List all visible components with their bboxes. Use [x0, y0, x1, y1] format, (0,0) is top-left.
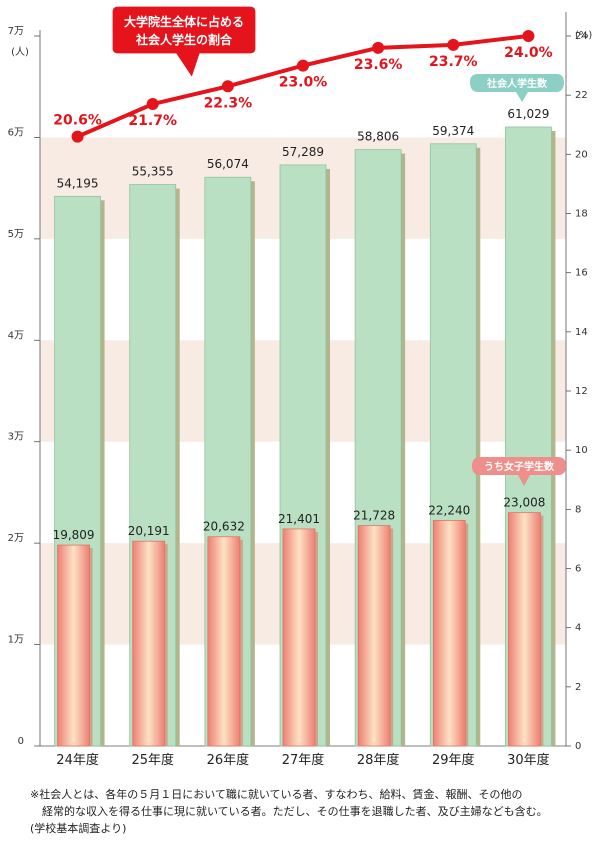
x-tick-label: 29年度	[432, 752, 475, 768]
ratio-callout-box	[111, 5, 257, 80]
total-bar-label: 55,355	[132, 165, 174, 179]
left-tick-label: 6万	[8, 127, 24, 138]
ratio-point	[447, 38, 460, 51]
ratio-label: 23.7%	[429, 54, 478, 70]
ratio-callout-text-2: 社会人学生の割合	[135, 32, 233, 47]
right-tick-label: 20	[575, 149, 588, 160]
footnote-source: (学校基本調査より)	[30, 822, 127, 835]
total-callout-text: 社会人学生数	[486, 77, 548, 90]
female-bar	[432, 520, 466, 747]
ratio-label: 23.6%	[354, 57, 403, 73]
ratio-point	[71, 130, 84, 143]
ratio-point	[297, 59, 309, 72]
right-tick-label: 4	[575, 623, 581, 634]
female-callout-box	[472, 457, 566, 486]
footnote-line-1: ※社会人とは、各年の５月１日において職に就いている者、すなわち、給料、賃金、報酬…	[30, 788, 523, 801]
ratio-callout-text-1: 大学院生全体に占める	[124, 14, 244, 29]
right-tick-label: 16	[575, 268, 588, 279]
female-bar-label: 23,008	[503, 496, 545, 510]
right-tick-label: 24	[575, 31, 588, 42]
x-tick-label: 26年度	[207, 752, 250, 768]
left-tick-label: 2万	[8, 533, 24, 544]
left-tick-label: 7万	[8, 26, 24, 37]
right-tick-label: 0	[575, 741, 581, 752]
ratio-label: 24.0%	[504, 45, 553, 61]
right-tick-label: 22	[575, 90, 588, 101]
bars	[54, 126, 556, 747]
female-bar	[207, 536, 241, 747]
total-bar-label: 61,029	[507, 107, 549, 121]
right-tick-label: 14	[575, 327, 588, 338]
female-bar	[282, 528, 316, 747]
female-bar-label: 19,809	[53, 528, 95, 542]
female-bar-label: 22,240	[428, 503, 470, 517]
total-bar-label: 59,374	[432, 124, 474, 138]
chart: 01万2万3万4万5万6万7万(人)024681012141618202224(…	[8, 5, 592, 768]
axes: 01万2万3万4万5万6万7万(人)024681012141618202224(…	[8, 12, 592, 768]
total-callout-box	[470, 74, 564, 102]
ratio-label: 21.7%	[128, 113, 177, 129]
total-bar-label: 56,074	[207, 157, 249, 171]
female-bar	[357, 525, 391, 747]
x-tick-label: 30年度	[507, 752, 550, 768]
left-tick-label: 1万	[8, 635, 24, 646]
right-tick-label: 18	[575, 209, 588, 220]
ratio-line-series: 20.6% 21.7% 22.3% 23.0% 23.6% 23.7% 24.0%	[53, 30, 553, 143]
ratio-point	[522, 30, 535, 42]
right-axis-unit: (%)	[575, 30, 592, 41]
female-bar	[132, 540, 166, 747]
left-axis-unit: (人)	[11, 46, 29, 58]
total-bar-label: 58,806	[357, 130, 399, 144]
footnote-line-2: 経常的な収入を得る仕事に現に就いている者。ただし、その仕事を退職した者、及び主婦…	[42, 805, 548, 818]
left-tick-label: 4万	[8, 330, 24, 341]
bar-labels: 54,195 55,355 56,074 57,289 58,806 59,374 61,0…	[53, 107, 550, 542]
x-tick-label: 25年度	[131, 752, 174, 768]
female-callout-text: うち女子学生数	[484, 460, 555, 473]
ratio-point	[372, 41, 385, 54]
ratio-label: 20.6%	[53, 113, 102, 129]
right-tick-label: 6	[575, 564, 581, 575]
total-bar-label: 54,195	[57, 176, 99, 190]
female-bar-label: 21,401	[278, 512, 320, 526]
total-bar-label: 57,289	[282, 145, 324, 159]
left-tick-label: 3万	[8, 432, 24, 443]
ratio-label: 22.3%	[204, 95, 253, 111]
female-bar-label: 20,632	[203, 520, 245, 534]
x-tick-label: 24年度	[56, 752, 99, 768]
right-tick-label: 12	[575, 386, 588, 397]
x-tick-label: 27年度	[282, 752, 325, 768]
female-bar	[57, 544, 90, 747]
female-bar-label: 20,191	[128, 524, 170, 538]
left-tick-label: 0	[18, 736, 24, 747]
left-tick-label: 5万	[8, 229, 24, 240]
female-bar	[508, 512, 541, 747]
footnote: ※社会人とは、各年の５月１日において職に就いている者、すなわち、給料、賃金、報酬…	[30, 786, 596, 837]
right-tick-label: 8	[575, 504, 581, 515]
right-tick-label: 2	[575, 682, 581, 693]
ratio-label: 23.0%	[279, 75, 328, 91]
female-bar-label: 21,728	[353, 509, 395, 523]
ratio-point	[146, 98, 159, 111]
x-tick-label: 28年度	[357, 752, 400, 768]
ratio-point	[221, 80, 234, 93]
right-tick-label: 10	[575, 445, 588, 456]
